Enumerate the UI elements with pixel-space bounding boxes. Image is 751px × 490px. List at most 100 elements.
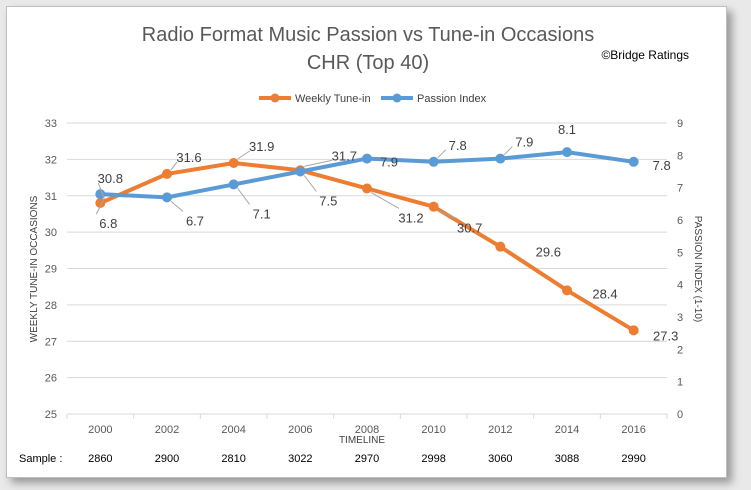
sample-value: 2860 <box>88 453 112 465</box>
data-label: 6.8 <box>99 216 117 231</box>
label-leader-line <box>437 149 447 159</box>
y2-tick-label: 5 <box>677 247 683 259</box>
data-point <box>562 147 572 158</box>
y-tick-label: 27 <box>45 336 57 348</box>
gridlines <box>67 122 667 415</box>
y2-tick-label: 2 <box>677 344 683 356</box>
sample-value: 2998 <box>421 453 445 465</box>
data-label: 7.9 <box>380 155 398 170</box>
sample-value: 3022 <box>288 453 312 465</box>
data-point <box>428 156 439 167</box>
data-point <box>495 153 506 164</box>
data-point <box>228 179 239 190</box>
data-label: 30.7 <box>457 221 482 236</box>
data-label: 6.7 <box>186 213 204 228</box>
legend-marker-passion-index <box>392 93 402 103</box>
x-tick-label: 2012 <box>488 424 512 436</box>
label-leader-line <box>303 175 317 192</box>
y-axis-title: WEEKLY TUNE-IN OCCASIONS <box>29 195 40 342</box>
data-label: 31.2 <box>398 210 423 225</box>
y2-tick-label: 1 <box>677 377 683 389</box>
data-point <box>228 158 239 169</box>
y-tick-label: 33 <box>45 118 57 130</box>
sample-row: 2860 2900 2810 3022 2970 2998 3060 3088 2990 <box>88 453 646 465</box>
sample-value: 3060 <box>488 453 512 465</box>
data-point <box>162 192 172 203</box>
data-point <box>362 183 372 194</box>
y-tick-label: 26 <box>45 373 57 385</box>
sample-value: 2970 <box>355 453 379 465</box>
data-label: 7.8 <box>653 158 671 173</box>
data-label: 7.8 <box>449 138 467 153</box>
legend-label-passion-index: Passion Index <box>417 93 487 105</box>
label-leader-line <box>237 150 250 160</box>
y2-tick-label: 9 <box>677 118 683 130</box>
data-point <box>562 285 572 296</box>
data-labels: 30.8 31.6 31.9 31.7 31.2 30.7 29.6 28.4 27.3 6.8 6… <box>95 122 678 343</box>
x-tick-label: 2004 <box>221 424 245 436</box>
data-point <box>628 156 639 167</box>
label-leader-line <box>237 188 251 205</box>
x-axis-title: TIMELINE <box>339 435 385 446</box>
y-tick-label: 32 <box>45 154 57 166</box>
legend: Weekly Tune-in Passion Index <box>259 93 487 105</box>
data-label: 7.9 <box>515 135 533 150</box>
label-leader-line <box>437 210 458 220</box>
data-label: 30.8 <box>98 171 123 186</box>
y-axis-ticks: 25 26 27 28 29 30 31 32 33 <box>45 118 57 421</box>
data-label: 8.1 <box>558 122 576 137</box>
y2-tick-label: 0 <box>677 409 683 421</box>
label-leader-line <box>170 200 184 212</box>
y2-tick-label: 8 <box>677 150 683 162</box>
sample-label: Sample : <box>19 453 62 465</box>
y-tick-label: 28 <box>45 300 57 312</box>
data-label: 27.3 <box>653 328 678 343</box>
label-leader-line <box>97 182 105 200</box>
data-point <box>162 168 172 179</box>
y-tick-label: 31 <box>45 191 57 203</box>
x-tick-label: 2000 <box>88 424 112 436</box>
x-tick-label: 2008 <box>355 424 379 436</box>
chart-title: Radio Format Music Passion vs Tune-in Oc… <box>142 24 594 46</box>
y2-axis-ticks: 0 1 2 3 4 5 6 7 8 9 <box>677 118 683 421</box>
x-tick-label: 2016 <box>621 424 645 436</box>
data-label: 7.1 <box>253 206 271 221</box>
data-label: 29.6 <box>536 245 561 260</box>
y2-tick-label: 7 <box>677 183 683 195</box>
data-point <box>95 189 106 200</box>
label-leader-line <box>503 146 513 155</box>
data-label: 31.9 <box>249 139 274 154</box>
label-leader-line <box>370 192 400 209</box>
y2-tick-label: 4 <box>677 280 683 292</box>
x-tick-label: 2010 <box>421 424 445 436</box>
data-label: 28.4 <box>592 286 617 301</box>
label-leader-line <box>95 197 105 215</box>
legend-marker-weekly-tune-in <box>270 93 280 103</box>
series-passion-index <box>95 147 639 203</box>
data-point <box>295 166 306 177</box>
data-point <box>495 241 506 252</box>
x-tick-label: 2002 <box>155 424 179 436</box>
x-tick-label: 2014 <box>555 424 579 436</box>
data-label: 31.6 <box>176 150 201 165</box>
data-label: 31.7 <box>332 148 357 163</box>
sample-value: 2990 <box>621 453 645 465</box>
data-point <box>628 325 639 336</box>
data-point <box>428 201 439 212</box>
y-tick-label: 25 <box>45 409 57 421</box>
y-tick-label: 30 <box>45 227 57 239</box>
x-tick-label: 2006 <box>288 424 312 436</box>
x-axis-ticks: 2000 2002 2004 2006 2008 2010 2012 2014 2016 <box>66 414 668 436</box>
copyright-note: ©Bridge Ratings <box>601 48 689 62</box>
y-tick-label: 29 <box>45 264 57 276</box>
chart-subtitle: CHR (Top 40) <box>307 52 429 74</box>
label-leader-line <box>304 159 333 167</box>
chart-frame: Radio Format Music Passion vs Tune-in Oc… <box>6 6 727 478</box>
legend-label-weekly-tune-in: Weekly Tune-in <box>295 93 371 105</box>
label-leader-line <box>170 161 178 171</box>
data-label: 7.5 <box>319 194 337 209</box>
sample-value: 2900 <box>155 453 179 465</box>
y2-tick-label: 3 <box>677 312 683 324</box>
y2-axis-title: PASSION INDEX (1-10) <box>692 216 703 323</box>
chart-canvas: Radio Format Music Passion vs Tune-in Oc… <box>19 24 703 465</box>
